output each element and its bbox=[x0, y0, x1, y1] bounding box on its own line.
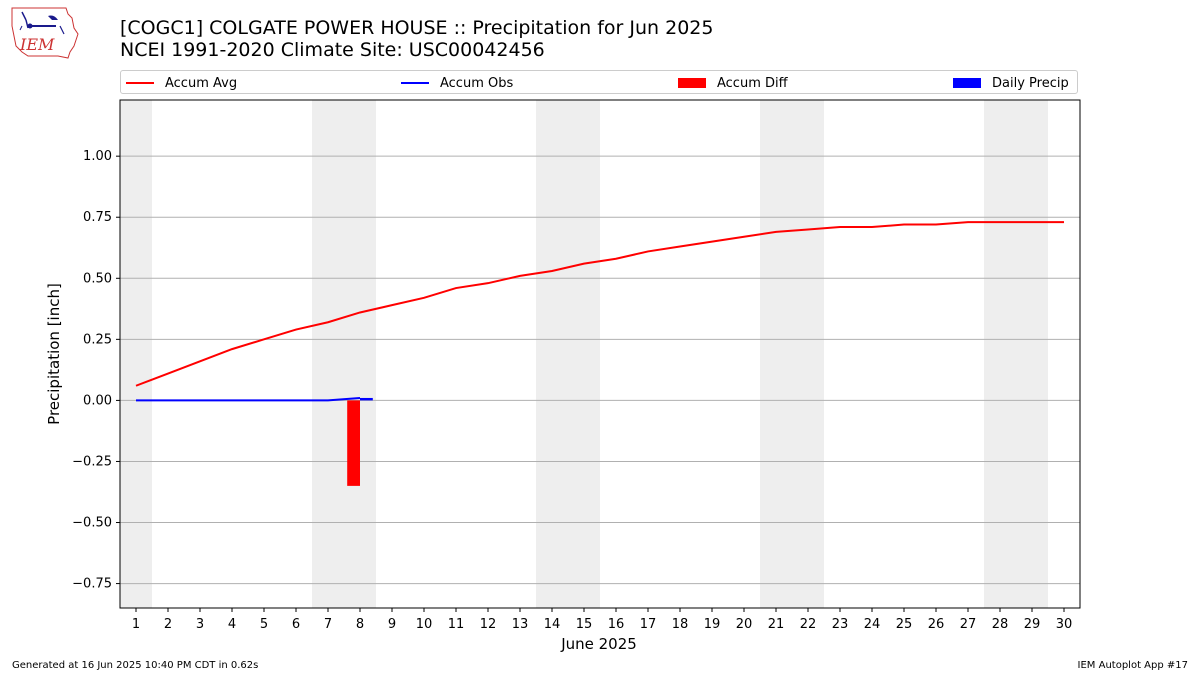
weekend-band bbox=[120, 100, 152, 608]
legend-label: Accum Avg bbox=[165, 75, 238, 91]
x-tick-label: 30 bbox=[1056, 617, 1073, 632]
weekend-band bbox=[344, 100, 376, 608]
daily-precip-bar bbox=[360, 397, 373, 401]
x-tick-label: 3 bbox=[196, 617, 204, 632]
logo-text: IEM bbox=[19, 35, 55, 54]
legend-label: Accum Obs bbox=[440, 75, 514, 91]
bars bbox=[347, 397, 373, 486]
x-tick-label: 14 bbox=[544, 617, 561, 632]
x-tick-label: 28 bbox=[992, 617, 1009, 632]
weekend-band bbox=[1016, 100, 1048, 608]
legend-swatch bbox=[678, 78, 706, 88]
y-axis-label: Precipitation [inch] bbox=[45, 283, 63, 425]
y-tick-label: 0.50 bbox=[83, 271, 112, 286]
x-tick-label: 17 bbox=[640, 617, 657, 632]
y-tick-label: 0.25 bbox=[83, 332, 112, 347]
x-tick-label: 18 bbox=[672, 617, 689, 632]
x-tick-label: 25 bbox=[896, 617, 913, 632]
weekend-shading bbox=[120, 100, 1048, 608]
x-tick-label: 4 bbox=[228, 617, 236, 632]
weekend-band bbox=[312, 100, 344, 608]
legend-item-accum-obs: Accum Obs bbox=[401, 74, 513, 92]
x-tick-label: 6 bbox=[292, 617, 300, 632]
y-tick-label: 0.75 bbox=[83, 210, 112, 225]
x-tick-label: 21 bbox=[768, 617, 785, 632]
grid-lines bbox=[120, 155, 1080, 585]
x-tick-label: 2 bbox=[164, 617, 172, 632]
x-tick-label: 20 bbox=[736, 617, 753, 632]
x-axis-ticks: 1 2 3 4 5 6 7 8 9 10 11 12 13 14 15 16 17 18 19 20 21 22 23 24 2… bbox=[132, 608, 1072, 632]
legend-swatch bbox=[126, 82, 154, 84]
series-lines bbox=[135, 221, 1064, 402]
y-tick-label: 0.00 bbox=[83, 393, 112, 408]
x-tick-label: 26 bbox=[928, 617, 945, 632]
weekend-band bbox=[536, 100, 568, 608]
x-tick-label: 23 bbox=[832, 617, 849, 632]
plot-frame bbox=[119, 99, 1081, 609]
legend-item-accum-diff: Accum Diff bbox=[678, 74, 788, 92]
legend-label: Daily Precip bbox=[992, 75, 1069, 91]
generated-timestamp: Generated at 16 Jun 2025 10:40 PM CDT in… bbox=[12, 660, 259, 671]
x-tick-label: 27 bbox=[960, 617, 977, 632]
weekend-band bbox=[568, 100, 600, 608]
legend-item-accum-avg: Accum Avg bbox=[126, 74, 237, 92]
y-tick-label: 1.00 bbox=[83, 149, 112, 164]
app-label: IEM Autoplot App #17 bbox=[1077, 660, 1188, 671]
weekend-band bbox=[792, 100, 824, 608]
legend-item-daily-precip: Daily Precip bbox=[953, 74, 1069, 92]
y-tick-label: −0.75 bbox=[72, 577, 112, 592]
y-axis-ticks: −0.75 −0.50 −0.25 0.00 0.25 0.50 0.75 1.00 bbox=[72, 149, 120, 592]
legend-swatch bbox=[401, 82, 429, 84]
y-tick-label: −0.25 bbox=[72, 454, 112, 469]
chart-title: [COGC1] COLGATE POWER HOUSE :: Precipita… bbox=[120, 17, 714, 39]
x-tick-label: 16 bbox=[608, 617, 625, 632]
x-tick-label: 9 bbox=[388, 617, 396, 632]
x-tick-label: 19 bbox=[704, 617, 721, 632]
x-tick-label: 24 bbox=[864, 617, 881, 632]
legend-label: Accum Diff bbox=[717, 75, 788, 91]
weekend-band bbox=[984, 100, 1016, 608]
accum-obs-line bbox=[136, 396, 361, 402]
weekend-band bbox=[760, 100, 792, 608]
accum-avg-line bbox=[135, 221, 1064, 387]
chart-subtitle: NCEI 1991-2020 Climate Site: USC00042456 bbox=[120, 39, 545, 61]
y-tick-label: −0.50 bbox=[72, 516, 112, 531]
x-tick-label: 29 bbox=[1024, 617, 1041, 632]
legend-swatch bbox=[953, 78, 981, 88]
iem-logo: IEM bbox=[11, 7, 79, 59]
x-tick-label: 1 bbox=[132, 617, 140, 632]
legend: Accum Avg Accum Obs Accum Diff Daily Pre… bbox=[120, 70, 1078, 94]
x-tick-label: 15 bbox=[576, 617, 593, 632]
x-tick-label: 5 bbox=[260, 617, 268, 632]
x-tick-label: 13 bbox=[512, 617, 529, 632]
x-tick-label: 7 bbox=[324, 617, 332, 632]
x-tick-label: 10 bbox=[416, 617, 433, 632]
x-tick-label: 12 bbox=[480, 617, 497, 632]
x-tick-label: 8 bbox=[356, 617, 364, 632]
accum-diff-bar bbox=[347, 400, 360, 486]
x-tick-label: 11 bbox=[448, 617, 465, 632]
x-axis-label: June 2025 bbox=[561, 635, 637, 653]
x-tick-label: 22 bbox=[800, 617, 817, 632]
